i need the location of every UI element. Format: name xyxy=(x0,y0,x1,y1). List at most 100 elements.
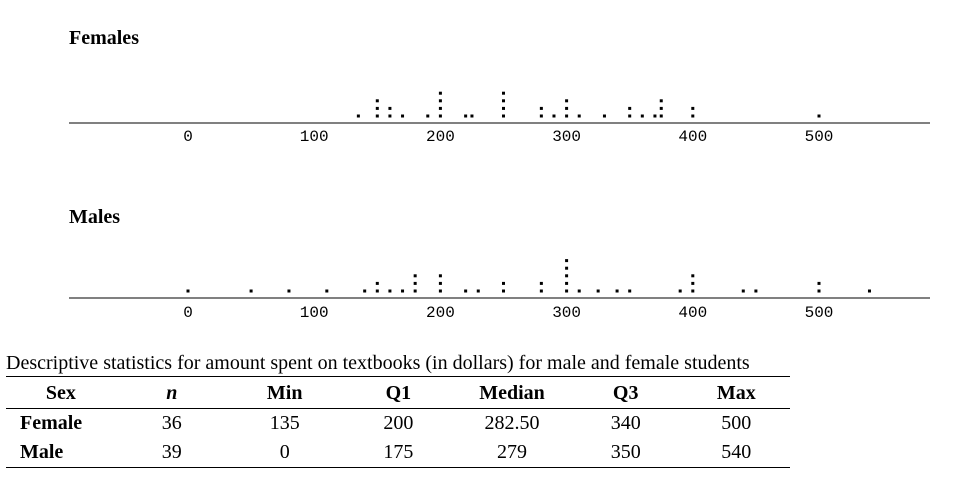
x-tick-label: 0 xyxy=(183,304,193,322)
data-dot xyxy=(691,274,695,278)
cell-max: 500 xyxy=(721,412,752,434)
data-dot xyxy=(741,289,745,293)
data-dot xyxy=(659,114,663,118)
data-dot xyxy=(867,289,871,293)
header-max: Max xyxy=(682,378,790,409)
data-dot xyxy=(438,99,442,103)
cell-median: 279 xyxy=(455,438,569,468)
data-dot xyxy=(413,289,417,293)
data-dot xyxy=(628,106,632,110)
x-tick-label: 500 xyxy=(805,304,834,322)
data-dot xyxy=(388,114,392,118)
cell-n: 36 xyxy=(161,412,182,434)
data-dot xyxy=(539,281,543,285)
data-dot xyxy=(577,114,581,118)
data-dot xyxy=(565,289,569,293)
data-dot xyxy=(476,289,480,293)
data-dot xyxy=(615,289,619,293)
data-dot xyxy=(628,289,632,293)
header-n: n xyxy=(115,378,228,409)
data-dot xyxy=(653,114,657,118)
data-dot xyxy=(691,289,695,293)
x-tick-label: 400 xyxy=(678,304,707,322)
data-dot xyxy=(565,259,569,263)
data-dot xyxy=(565,99,569,103)
x-tick-label: 200 xyxy=(426,128,455,146)
data-dot xyxy=(754,289,758,293)
data-dot xyxy=(388,289,392,293)
cell-sex: Male xyxy=(6,438,116,468)
data-dot xyxy=(502,99,505,103)
females-title: Females xyxy=(69,27,139,49)
data-dot xyxy=(426,114,430,118)
data-dot xyxy=(678,289,682,293)
data-dot xyxy=(413,274,417,278)
caption-underline xyxy=(6,376,790,377)
data-dot xyxy=(577,289,581,293)
data-dot xyxy=(691,106,695,110)
x-tick-label: 100 xyxy=(300,128,329,146)
data-dot xyxy=(640,114,644,118)
data-dot xyxy=(659,99,663,103)
data-dot xyxy=(565,274,569,278)
table-row: Female 36 135 200 282.50 340 500 xyxy=(6,409,790,439)
data-dot xyxy=(539,289,543,293)
cell-q3: 350 xyxy=(568,438,683,468)
header-q1: Q1 xyxy=(341,378,456,409)
x-tick-label: 200 xyxy=(426,304,455,322)
data-dot xyxy=(249,289,253,293)
data-dot xyxy=(502,289,505,293)
data-dot xyxy=(375,106,379,110)
header-q3: Q3 xyxy=(568,378,683,409)
data-dot xyxy=(502,114,505,118)
males-dotplot: 0 100 200 300 400 500 xyxy=(69,259,930,322)
data-dot xyxy=(565,266,569,270)
data-dot xyxy=(401,289,405,293)
data-dot xyxy=(691,114,695,118)
data-dot xyxy=(186,289,190,293)
data-dot xyxy=(438,106,442,110)
cell-n: 39 xyxy=(115,438,228,468)
data-dot xyxy=(464,289,468,293)
x-tick-label: 300 xyxy=(552,128,581,146)
dotplots: 0 100 200 300 400 500 0 100 200 300 400 500 xyxy=(69,91,930,322)
data-dot xyxy=(401,114,405,118)
data-dot xyxy=(659,106,663,110)
cell-median: 282.50 xyxy=(484,412,540,434)
data-dot xyxy=(356,114,360,118)
cell-q1: 200 xyxy=(383,412,414,434)
data-dot xyxy=(464,114,468,118)
data-dot xyxy=(596,289,600,293)
cell-sex: Female xyxy=(20,412,83,434)
data-dot xyxy=(388,106,392,110)
data-dot xyxy=(287,289,291,293)
header-median: Median xyxy=(455,378,569,409)
data-dot xyxy=(502,106,505,110)
data-dot xyxy=(375,99,379,103)
data-dot xyxy=(375,281,379,285)
table-caption: Descriptive statistics for amount spent … xyxy=(6,352,750,374)
x-tick-label: 300 xyxy=(552,304,581,322)
data-dot xyxy=(817,114,821,118)
data-dot xyxy=(565,114,569,118)
data-dot xyxy=(552,114,556,118)
data-dot xyxy=(539,114,543,118)
data-dot xyxy=(438,274,442,278)
data-dot xyxy=(817,281,821,285)
data-dot xyxy=(438,91,442,95)
males-title: Males xyxy=(69,206,121,228)
data-dot xyxy=(691,281,695,285)
x-tick-label: 100 xyxy=(300,304,329,322)
data-dot xyxy=(502,91,505,95)
data-dot xyxy=(470,114,474,118)
descriptive-stats-table: Sex n Min Q1 Median Q3 Max Female 36 135… xyxy=(6,378,790,468)
data-dot xyxy=(602,114,606,118)
data-dot xyxy=(413,281,417,285)
cell-max: 540 xyxy=(682,438,790,468)
females-dotplot: 0 100 200 300 400 500 xyxy=(69,91,930,146)
data-dot xyxy=(565,106,569,110)
data-dot xyxy=(565,281,569,285)
data-dot xyxy=(375,289,379,293)
cell-min: 0 xyxy=(227,438,342,468)
data-dot xyxy=(438,281,442,285)
